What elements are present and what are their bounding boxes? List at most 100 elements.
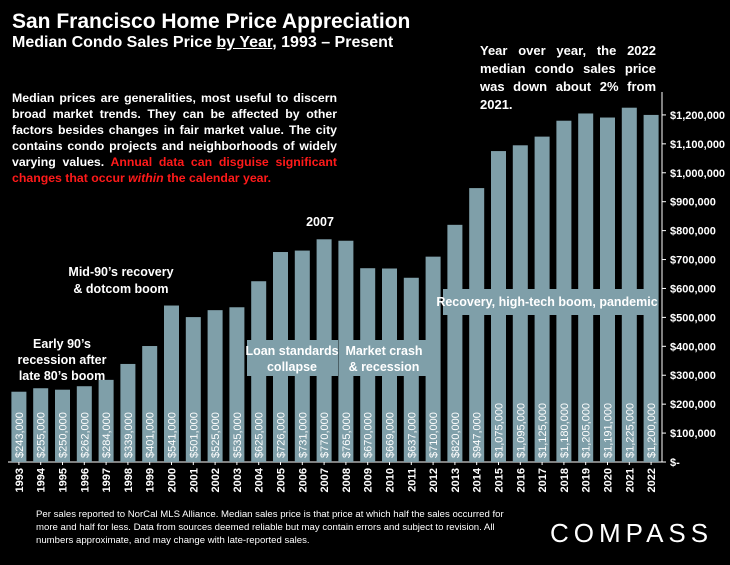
y-tick-label: $300,000 bbox=[670, 370, 716, 382]
x-tick-label: 2010 bbox=[385, 468, 397, 492]
data-label: $1,125,000 bbox=[537, 403, 549, 458]
data-label: $670,000 bbox=[363, 412, 375, 458]
x-tick-label: 1998 bbox=[123, 468, 135, 492]
y-tick-label: $800,000 bbox=[670, 226, 716, 238]
x-tick-label: 2001 bbox=[188, 468, 200, 492]
x-tick-label: 2002 bbox=[210, 468, 222, 492]
data-label: $535,000 bbox=[232, 412, 244, 458]
x-tick-label: 2015 bbox=[494, 468, 506, 492]
data-label: $1,075,000 bbox=[494, 403, 506, 458]
annotation-loan: collapse bbox=[267, 360, 317, 374]
x-tick-label: 1993 bbox=[14, 468, 26, 492]
y-tick-label: $600,000 bbox=[670, 283, 716, 295]
y-tick-label: $1,000,000 bbox=[670, 168, 725, 180]
bar-1994 bbox=[33, 388, 49, 462]
annotation-crash: Market crash bbox=[345, 344, 422, 358]
x-tick-label: 2019 bbox=[581, 468, 593, 492]
chart-subtitle: Median Condo Sales Price by Year, 1993 –… bbox=[12, 34, 394, 51]
data-label: $765,000 bbox=[341, 412, 353, 458]
y-tick-label: $1,200,000 bbox=[670, 110, 725, 122]
annotation-early-90s: late 80’s boom bbox=[19, 369, 105, 383]
bar-2003 bbox=[229, 307, 245, 462]
x-tick-label: 1999 bbox=[145, 468, 157, 492]
x-tick-label: 1994 bbox=[36, 467, 48, 492]
bar-2001 bbox=[185, 317, 201, 462]
y-tick-label: $- bbox=[670, 457, 680, 469]
data-label: $637,000 bbox=[406, 412, 418, 458]
annotation-box-recovery bbox=[443, 289, 651, 315]
x-tick-label: 2017 bbox=[537, 468, 549, 492]
annotation-2007: 2007 bbox=[306, 215, 334, 229]
chart-title: San Francisco Home Price Appreciation bbox=[12, 10, 411, 33]
data-label: $262,000 bbox=[79, 412, 91, 458]
data-label: $726,000 bbox=[276, 412, 288, 458]
annotation-early-90s: recession after bbox=[18, 353, 107, 367]
y-tick-label: $200,000 bbox=[670, 399, 716, 411]
data-label: $525,000 bbox=[210, 412, 222, 458]
x-tick-label: 2013 bbox=[450, 468, 462, 492]
data-label: $710,000 bbox=[428, 412, 440, 458]
x-tick-label: 1997 bbox=[101, 468, 113, 492]
data-label: $1,205,000 bbox=[581, 403, 593, 458]
annotation-mid-90s: Mid-90’s recovery bbox=[68, 265, 173, 279]
bar-1998 bbox=[120, 363, 136, 462]
annotation-early-90s: Early 90’s bbox=[33, 337, 91, 351]
data-label: $501,000 bbox=[188, 412, 200, 458]
annotation-mid-90s: & dotcom boom bbox=[73, 282, 168, 296]
data-label: $731,000 bbox=[297, 412, 309, 458]
bar-2002 bbox=[207, 310, 223, 462]
data-label: $1,225,000 bbox=[624, 403, 636, 458]
x-tick-label: 2022 bbox=[646, 468, 658, 492]
y-tick-label: $700,000 bbox=[670, 255, 716, 267]
annotation-loan: Loan standards bbox=[245, 344, 338, 358]
x-tick-label: 2003 bbox=[232, 468, 244, 492]
data-label: $1,200,000 bbox=[646, 403, 658, 458]
x-tick-label: 2018 bbox=[559, 468, 571, 492]
data-label: $401,000 bbox=[145, 412, 157, 458]
bar-2000 bbox=[164, 305, 179, 462]
footer-note: Per sales reported to NorCal MLS Allianc… bbox=[36, 509, 504, 546]
x-tick-label: 2008 bbox=[341, 468, 353, 492]
x-tick-label: 2000 bbox=[167, 468, 179, 492]
bar-1995 bbox=[55, 389, 70, 462]
bar-1997 bbox=[98, 379, 114, 462]
bar-2014 bbox=[469, 188, 485, 463]
data-label: $541,000 bbox=[167, 412, 179, 458]
data-label: $243,000 bbox=[14, 412, 26, 458]
data-label: $284,000 bbox=[101, 412, 113, 458]
y-tick-label: $900,000 bbox=[670, 197, 716, 209]
annotation-recovery: Recovery, high-tech boom, pandemic bbox=[436, 295, 657, 309]
x-tick-label: 1995 bbox=[58, 468, 70, 492]
y-tick-label: $400,000 bbox=[670, 341, 716, 353]
data-label: $770,000 bbox=[319, 412, 331, 458]
y-tick-label: $1,100,000 bbox=[670, 139, 725, 151]
data-label: $1,191,000 bbox=[603, 403, 615, 458]
x-tick-label: 2012 bbox=[428, 468, 440, 492]
x-tick-label: 2020 bbox=[603, 468, 615, 492]
annotation-box-loan bbox=[247, 340, 338, 376]
data-label: $820,000 bbox=[450, 412, 462, 458]
data-label: $1,095,000 bbox=[515, 403, 527, 458]
x-tick-label: 1996 bbox=[79, 468, 91, 492]
annotation-crash: & recession bbox=[349, 360, 420, 374]
bar-2013 bbox=[447, 224, 463, 462]
bar-1993 bbox=[11, 391, 27, 462]
x-tick-label: 2009 bbox=[363, 468, 375, 492]
data-label: $250,000 bbox=[58, 412, 70, 458]
bar-1999 bbox=[142, 346, 158, 462]
data-label: $255,000 bbox=[36, 412, 48, 458]
compass-logo: COMPASS bbox=[550, 518, 714, 548]
x-tick-label: 2011 bbox=[406, 468, 418, 492]
bar-1996 bbox=[76, 386, 92, 462]
x-tick-label: 2021 bbox=[624, 468, 636, 492]
x-tick-label: 2007 bbox=[319, 468, 331, 492]
x-tick-label: 2005 bbox=[276, 468, 288, 492]
data-label: $1,180,000 bbox=[559, 403, 571, 458]
x-tick-label: 2004 bbox=[254, 467, 266, 492]
data-label: $625,000 bbox=[254, 412, 266, 458]
x-tick-label: 2014 bbox=[472, 467, 484, 492]
data-label: $339,000 bbox=[123, 412, 135, 458]
data-label: $947,000 bbox=[472, 412, 484, 458]
data-label: $669,000 bbox=[385, 412, 397, 458]
